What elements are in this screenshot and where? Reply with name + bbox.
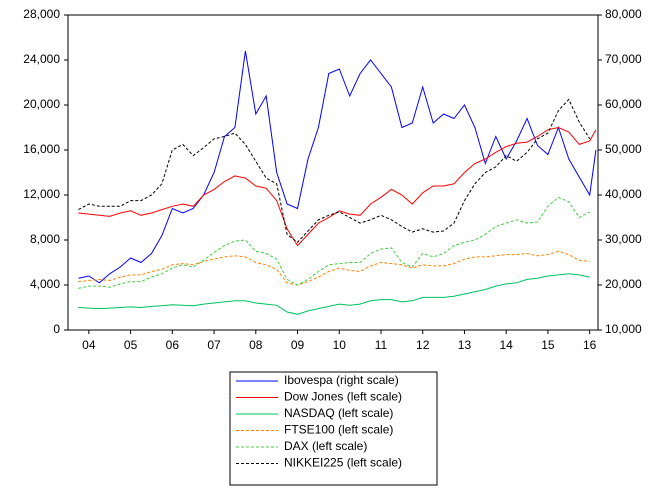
x-tick-label: 16 <box>583 338 597 352</box>
legend-label: Dow Jones (left scale) <box>284 390 402 404</box>
legend-label: FTSE100 (left scale) <box>284 423 393 437</box>
x-tick-label: 14 <box>500 338 514 352</box>
y2-tick-label: 60,000 <box>605 97 642 111</box>
x-tick-label: 11 <box>375 338 388 352</box>
y2-tick-label: 20,000 <box>605 277 642 291</box>
y-tick-label: 0 <box>53 322 60 336</box>
x-tick-label: 08 <box>249 338 263 352</box>
y2-tick-label: 50,000 <box>605 142 642 156</box>
x-tick-label: 12 <box>416 338 430 352</box>
x-tick-label: 06 <box>166 338 180 352</box>
legend-box <box>229 371 438 486</box>
y-tick-label: 28,000 <box>23 7 60 21</box>
legend-label: DAX (left scale) <box>284 439 367 453</box>
x-tick-label: 07 <box>207 338 221 352</box>
y-tick-label: 24,000 <box>23 52 60 66</box>
x-tick-label: 13 <box>458 338 472 352</box>
plot-frame <box>67 14 599 331</box>
x-tick-label: 09 <box>291 338 305 352</box>
legend-label: Ibovespa (right scale) <box>284 373 399 387</box>
y-tick-label: 16,000 <box>23 142 60 156</box>
series-line <box>78 98 591 243</box>
x-tick-label: 04 <box>82 338 96 352</box>
series-line <box>78 196 590 289</box>
series-line <box>78 250 590 286</box>
series-line <box>78 50 597 284</box>
y2-tick-label: 70,000 <box>605 52 642 66</box>
x-tick-label: 05 <box>124 338 138 352</box>
legend-label: NASDAQ (left scale) <box>284 406 393 420</box>
y-tick-label: 4,000 <box>30 277 60 291</box>
y-tick-label: 20,000 <box>23 97 60 111</box>
series-line <box>78 126 597 247</box>
y2-tick-label: 10,000 <box>605 322 642 336</box>
y2-tick-label: 80,000 <box>605 7 642 21</box>
y2-tick-label: 40,000 <box>605 187 642 201</box>
x-tick-label: 15 <box>541 338 555 352</box>
y2-tick-label: 30,000 <box>605 232 642 246</box>
series-line <box>78 273 590 315</box>
legend-label: NIKKEI225 (left scale) <box>284 456 402 470</box>
y-tick-label: 8,000 <box>30 232 60 246</box>
y-tick-label: 12,000 <box>23 187 60 201</box>
x-tick-label: 10 <box>333 338 347 352</box>
